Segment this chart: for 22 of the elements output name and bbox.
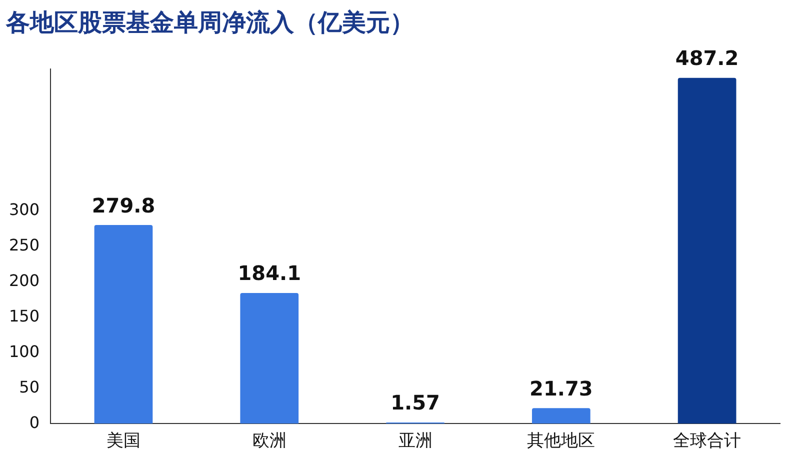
- data-label: 184.1: [238, 261, 302, 286]
- data-label: 1.57: [390, 390, 440, 415]
- y-tick-label: 0: [29, 412, 40, 432]
- x-tick-label: 欧洲: [252, 431, 286, 452]
- y-tick-label: 50: [19, 377, 40, 396]
- data-label: 487.2: [675, 46, 739, 70]
- y-tick-label: 200: [8, 270, 40, 290]
- x-tick-label: 美国: [106, 431, 140, 452]
- y-tick-label: 250: [8, 235, 40, 254]
- x-tick-label: 亚洲: [398, 431, 432, 452]
- bar: [240, 292, 299, 424]
- x-tick-label: 全球合计: [673, 431, 742, 452]
- y-tick-label: 100: [8, 342, 40, 361]
- y-tick-label: 150: [8, 306, 40, 326]
- bar: [532, 408, 590, 424]
- x-tick-label: 其他地区: [527, 431, 596, 452]
- chart-title: 各地区股票基金单周净流入（亿美元）: [5, 8, 414, 37]
- bar: [678, 78, 736, 424]
- data-label: 279.8: [92, 193, 156, 218]
- data-label: 21.73: [530, 376, 593, 400]
- y-tick-label: 300: [8, 200, 40, 219]
- bar: [94, 225, 153, 424]
